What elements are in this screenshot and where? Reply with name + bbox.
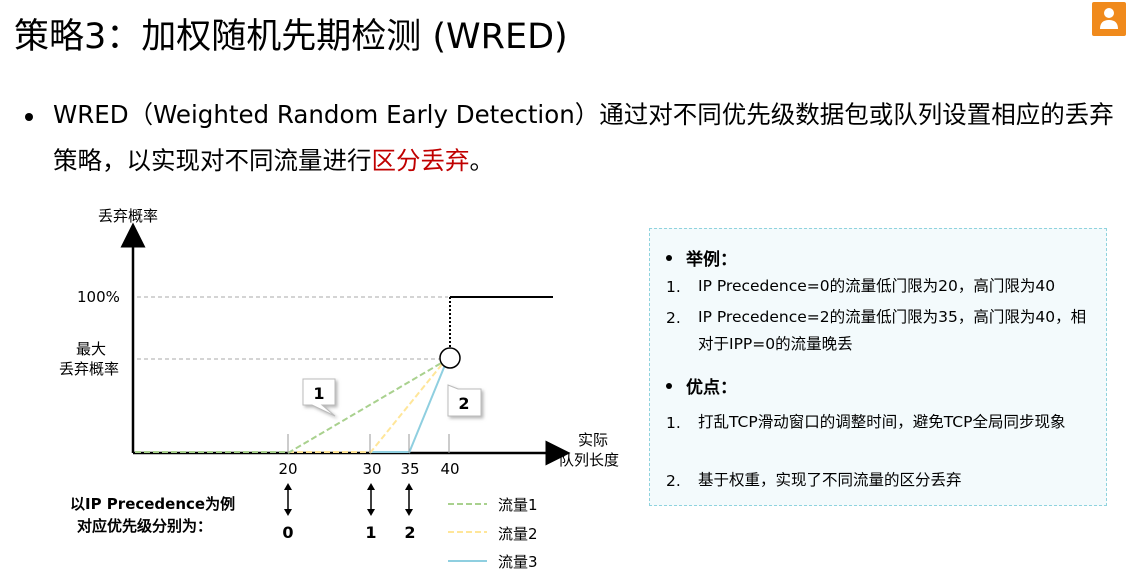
ipp-value-0: 0: [282, 523, 293, 542]
header-bullet-dot: [666, 383, 672, 389]
info-box: 举例： 1. IP Precedence=0的流量低门限为20，高门限为40 2…: [649, 228, 1107, 506]
bullet-paragraph: WRED（Weighted Random Early Detection）通过对…: [53, 92, 1123, 184]
advantage-2-number: 2.: [666, 472, 681, 490]
bullet-dot: [25, 113, 33, 121]
advantage-2-text: 基于权重，实现了不同流量的区分丢弃: [698, 471, 962, 489]
user-icon[interactable]: [1092, 2, 1126, 36]
flow3-curve: [408, 364, 446, 454]
ipp-arrow-1: [367, 483, 375, 516]
example-2-number: 2.: [666, 309, 681, 327]
bullet-highlight: 区分丢弃: [371, 146, 470, 175]
page-title: 策略3：加权随机先期检测 (WRED): [14, 17, 568, 57]
example-1-number: 1.: [666, 278, 681, 296]
flow2-curve: [369, 362, 444, 454]
flow1-curve: [287, 361, 444, 454]
example-header: 举例：: [666, 245, 737, 270]
tick-label-20: 20: [278, 460, 297, 478]
tick-label-40: 40: [440, 460, 459, 478]
legend-label-flow1: 流量1: [498, 496, 538, 514]
legend-label-flow3: 流量3: [498, 553, 538, 571]
tick-label-35: 35: [400, 460, 419, 478]
advantage-header-text: 优点：: [686, 378, 737, 398]
label-max-line1: 最大: [76, 340, 106, 358]
legend: 流量1 流量2 流量3: [448, 496, 538, 571]
callout-2: 2: [447, 384, 482, 417]
advantage-header: 优点：: [666, 373, 737, 398]
max-point-marker: [439, 347, 461, 369]
person-icon: [1100, 8, 1118, 29]
tick-label-30: 30: [362, 460, 381, 478]
label-max-line2: 丢弃概率: [59, 360, 119, 378]
ipp-caption-line2: 对应优先级分别为：: [77, 517, 212, 535]
x-axis-label-line2: 队列长度: [559, 451, 619, 469]
ipp-arrow-2: [405, 483, 413, 516]
example-2-text: IP Precedence=2的流量低门限为35，高门限为40，相对于IPP=0…: [698, 308, 1087, 353]
example-1-text: IP Precedence=0的流量低门限为20，高门限为40: [698, 277, 1056, 295]
label-100: 100%: [77, 288, 120, 306]
legend-label-flow2: 流量2: [498, 525, 538, 543]
ipp-caption-line1: 以IP Precedence为例: [70, 495, 235, 513]
header-bullet-dot: [666, 255, 672, 261]
x-axis-label-line1: 实际: [578, 431, 608, 449]
callout-1: 1: [302, 378, 336, 417]
callout-1-label: 1: [313, 384, 324, 403]
advantage-1-number: 1.: [666, 414, 681, 432]
ipp-arrow-0: [284, 483, 292, 516]
y-axis-label: 丢弃概率: [98, 207, 158, 225]
ipp-value-1: 1: [365, 523, 376, 542]
ipp-value-2: 2: [404, 523, 415, 542]
advantage-1-text: 打乱TCP滑动窗口的调整时间，避免TCP全局同步现象: [698, 413, 1066, 431]
callout-2-label: 2: [458, 394, 469, 413]
bullet-text-end: 。: [469, 146, 495, 175]
example-header-text: 举例：: [686, 250, 737, 270]
bullet-text: WRED（Weighted Random Early Detection）通过对…: [53, 100, 1114, 175]
